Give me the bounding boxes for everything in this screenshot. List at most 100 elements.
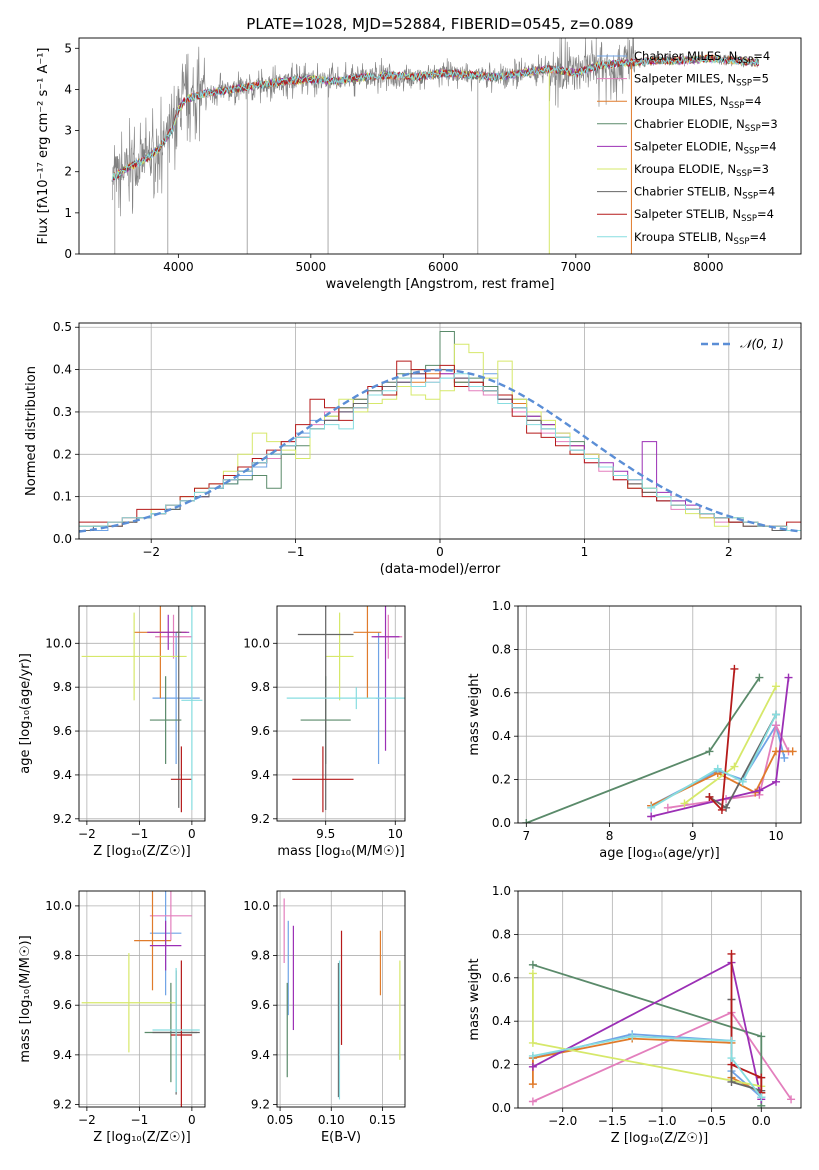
- errorbar-salpeter-stelib: [170, 746, 192, 813]
- grid: [79, 891, 205, 1107]
- mass-weight-plot: [522, 664, 797, 823]
- x-tick-label: 4000: [163, 260, 194, 274]
- x-tick-label: 10: [768, 829, 783, 843]
- y-axis-label: Normed distribution: [24, 366, 39, 496]
- series-marker: [772, 777, 781, 786]
- series-kroupa-elodie: [528, 969, 766, 1091]
- series-marker: [738, 777, 747, 786]
- series-marker: [680, 799, 689, 808]
- y-tick-label: 9.8: [53, 949, 72, 963]
- errorbar-chabrier-stelib: [297, 606, 354, 811]
- x-tick-label: −1: [131, 827, 149, 841]
- series-marker: [647, 803, 656, 812]
- errorbar-chabrier-elodie: [149, 676, 182, 764]
- series-marker: [730, 664, 739, 673]
- axes-frame: [78, 605, 206, 822]
- series-marker: [788, 747, 797, 756]
- y-tick-label: 0.8: [492, 642, 511, 656]
- y-tick-label: 9.6: [251, 998, 270, 1012]
- series-line: [532, 1037, 762, 1094]
- series-marker: [528, 960, 537, 969]
- series-line: [532, 1035, 763, 1098]
- y-tick-label: 0.6: [492, 971, 511, 985]
- y-tick-label: 4: [64, 82, 72, 96]
- series-kroupa-stelib: [647, 710, 781, 812]
- errorbar-salpeter-elodie: [149, 920, 182, 971]
- panel-mass-vs-EBV: 0.05 0.10 0.15 9.2 9.4 9.6 9.8 10.0 E(B-V): [243, 890, 406, 1145]
- x-tick-label: 0.15: [369, 1113, 396, 1127]
- y-tick-label: 9.4: [53, 768, 72, 782]
- x-axis-label: mass [log₁₀(M/M☉)]: [277, 844, 404, 859]
- errorbar-chabrier-stelib: [176, 606, 182, 808]
- series-line: [532, 973, 762, 1088]
- errorbar-salpeter-miles: [155, 614, 192, 659]
- y-tick-label: 0.8: [492, 927, 511, 941]
- figure-title: PLATE=1028, MJD=52884, FIBERID=0545, z=0…: [246, 15, 633, 33]
- model-line-salpeter-stelib: [111, 53, 759, 182]
- x-tick-label: 2: [725, 545, 733, 559]
- y-axis-label: mass weight: [467, 958, 482, 1040]
- x-tick-label: −1: [131, 1113, 149, 1127]
- y-tick-label: 0.1: [53, 490, 72, 504]
- y-axis-label: Flux [fλ10⁻¹⁷ erg cm⁻² s⁻¹ A⁻¹]: [36, 48, 51, 245]
- model-line-salpeter-elodie: [111, 55, 760, 182]
- y-tick-label: 9.4: [251, 768, 270, 782]
- mass-weight-plot: [528, 949, 796, 1108]
- y-tick-label: 0.0: [53, 532, 72, 546]
- series-kroupa-elodie: [680, 682, 781, 808]
- series-marker: [757, 1093, 766, 1102]
- panel-mass-vs-Z: −2 −1 0 9.2 9.4 9.6 9.8 10.0 Z [log₁₀(Z/Z☉)] mass…: [18, 890, 206, 1145]
- series-marker: [528, 1097, 537, 1106]
- x-tick-label: 0: [188, 1113, 196, 1127]
- y-tick-label: 9.4: [53, 1048, 72, 1062]
- y-tick-label: 0.4: [53, 363, 72, 377]
- x-tick-label: −1.0: [647, 1114, 676, 1128]
- errorbar-salpeter-elodie: [371, 606, 400, 751]
- series-marker: [705, 747, 714, 756]
- series-marker: [628, 1032, 637, 1041]
- y-tick-label: 9.6: [53, 724, 72, 738]
- normal-distribution-curve: [79, 368, 799, 533]
- series-line: [708, 668, 736, 813]
- x-tick-label: −0.5: [697, 1114, 726, 1128]
- y-tick-label: 0.2: [53, 447, 72, 461]
- series-marker: [755, 786, 764, 795]
- series-marker: [663, 803, 672, 812]
- axes-frame: [78, 322, 802, 540]
- axes-frame: [78, 890, 206, 1108]
- series-marker: [528, 1080, 537, 1089]
- y-tick-label: 0: [64, 247, 72, 261]
- y-tick-label: 9.2: [53, 1098, 72, 1112]
- errorbar-plot: [81, 891, 200, 1107]
- y-tick-label: 10.0: [45, 899, 72, 913]
- series-salpeter-stelib: [705, 664, 739, 814]
- y-tick-label: 3: [64, 124, 72, 138]
- errorbar-kroupa-miles: [134, 891, 171, 991]
- y-tick-label: 9.8: [53, 680, 72, 694]
- x-tick-label: −2: [142, 545, 160, 559]
- x-axis-label: wavelength [Angstrom, rest frame]: [326, 277, 555, 292]
- series-marker: [647, 812, 656, 821]
- x-tick-label: 1: [581, 545, 589, 559]
- errorbar-kroupa-stelib: [286, 687, 405, 710]
- x-tick-label: 5000: [296, 260, 327, 274]
- errorbar-salpeter-elodie: [147, 614, 190, 650]
- series-marker: [772, 710, 781, 719]
- legend-label-salpeter-miles: Salpeter MILES, NSSP=5: [634, 72, 769, 89]
- model-line-kroupa-stelib: [111, 54, 759, 182]
- y-tick-label: 5: [64, 41, 72, 55]
- y-axis-label: mass weight: [467, 673, 482, 755]
- histogram-plot: [79, 331, 801, 539]
- axes-frame: [276, 605, 406, 822]
- series-salpeter-elodie: [647, 673, 793, 821]
- y-tick-label: 0.3: [53, 405, 72, 419]
- panel-residuals: −2 −1 0 1 2 0.0 0.1 0.2 0.3 0.4 0.5 (data-model)/er…: [24, 320, 802, 577]
- axes-frame: [517, 890, 802, 1109]
- y-tick-label: 1: [64, 206, 72, 220]
- x-axis-label: age [log₁₀(age/yr)]: [599, 846, 720, 861]
- series-marker: [528, 1051, 537, 1060]
- series-marker: [722, 803, 731, 812]
- series-chabrier-elodie: [522, 673, 764, 823]
- x-tick-label: 6000: [428, 260, 459, 274]
- x-tick-label: 0.0: [752, 1114, 771, 1128]
